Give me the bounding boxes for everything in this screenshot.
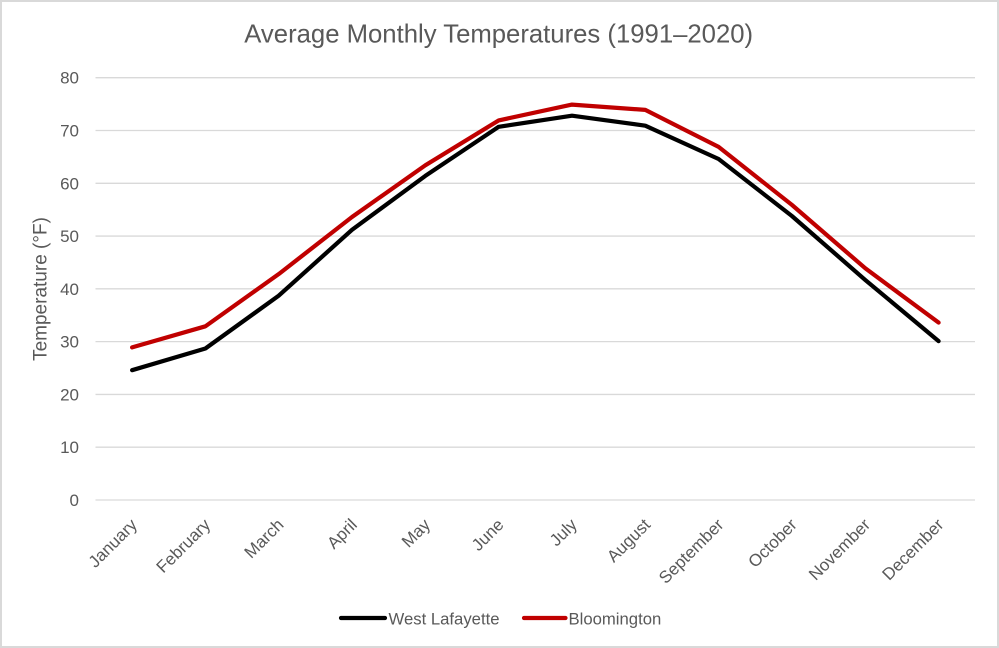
svg-text:Bloomington: Bloomington [569,610,662,629]
svg-text:40: 40 [60,280,79,299]
svg-text:Average Monthly Temperatures (: Average Monthly Temperatures (1991–2020) [244,21,753,49]
svg-text:0: 0 [70,491,79,510]
svg-text:10: 10 [60,438,79,457]
svg-text:80: 80 [60,69,79,88]
svg-text:50: 50 [60,227,79,246]
svg-text:60: 60 [60,174,79,193]
svg-text:70: 70 [60,122,79,141]
svg-text:West Lafayette: West Lafayette [389,610,500,629]
svg-text:30: 30 [60,333,79,352]
svg-text:Temperature (°F): Temperature (°F) [31,217,52,361]
svg-text:20: 20 [60,385,79,404]
